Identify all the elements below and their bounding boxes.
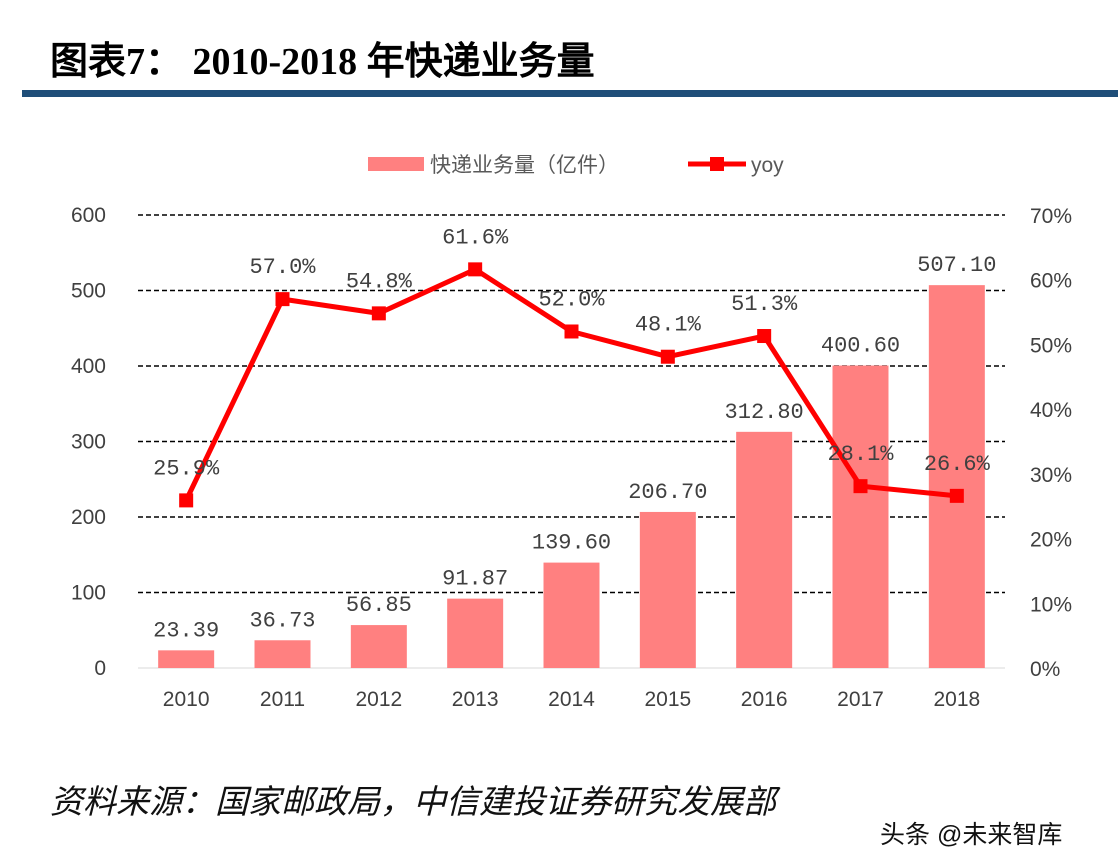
- bar: [928, 285, 985, 668]
- bar: [254, 640, 311, 668]
- yoy-marker: [179, 493, 194, 508]
- left-axis-tick: 400: [71, 355, 106, 378]
- right-axis-tick: 30%: [1030, 464, 1072, 487]
- yoy-marker: [275, 292, 290, 307]
- x-axis-tick: 2017: [837, 688, 884, 711]
- bar: [832, 365, 889, 668]
- yoy-data-label: 25.9%: [153, 456, 220, 481]
- left-axis-tick: 200: [71, 506, 106, 529]
- bar-data-label: 206.70: [628, 480, 707, 505]
- left-axis-tick: 300: [71, 431, 106, 454]
- yoy-marker: [660, 349, 675, 364]
- yoy-marker: [468, 262, 483, 277]
- yoy-data-label: 48.1%: [635, 313, 702, 338]
- legend-bar-swatch: [368, 157, 424, 171]
- bar: [350, 625, 407, 668]
- yoy-data-label: 61.6%: [442, 225, 509, 250]
- bar: [447, 598, 504, 668]
- bar: [639, 511, 696, 668]
- x-axis-tick: 2015: [644, 688, 691, 711]
- bar-data-label: 507.10: [917, 253, 996, 278]
- left-axis-tick: 0: [94, 657, 106, 680]
- yoy-data-label: 57.0%: [249, 255, 316, 280]
- bar: [736, 431, 793, 668]
- x-axis-tick: 2013: [452, 688, 499, 711]
- bar-data-label: 36.73: [249, 608, 315, 633]
- bar-data-label: 312.80: [725, 400, 804, 425]
- yoy-marker: [757, 329, 772, 344]
- x-axis-tick: 2016: [741, 688, 788, 711]
- bar-data-label: 139.60: [532, 531, 611, 556]
- right-axis-tick: 10%: [1030, 593, 1072, 616]
- watermark: 头条 @未来智库: [880, 821, 1063, 849]
- yoy-data-label: 28.1%: [827, 442, 894, 467]
- yoy-data-label: 26.6%: [924, 452, 991, 477]
- left-axis-tick: 600: [71, 204, 106, 227]
- bar-data-label: 400.60: [821, 334, 900, 359]
- legend-bar-label: 快递业务量（亿件）: [430, 154, 619, 177]
- yoy-data-label: 54.8%: [346, 269, 413, 294]
- bar: [158, 650, 215, 668]
- page-title: 图表7： 2010-2018 年快递业务量: [50, 41, 595, 83]
- legend-line-label: yoy: [751, 154, 784, 177]
- right-axis-tick: 70%: [1030, 205, 1072, 228]
- left-axis-tick: 500: [71, 280, 106, 303]
- yoy-marker: [949, 488, 964, 503]
- source-note: 资料来源：国家邮政局，中信建投证券研究发展部: [50, 783, 776, 820]
- bar-data-label: 56.85: [346, 593, 412, 618]
- right-axis-tick: 60%: [1030, 270, 1072, 293]
- title-rule: [22, 90, 1118, 97]
- bar-data-label: 91.87: [442, 567, 508, 592]
- yoy-marker: [371, 306, 386, 321]
- right-axis-tick: 20%: [1030, 529, 1072, 552]
- bar: [543, 562, 600, 668]
- x-axis-tick: 2014: [548, 688, 595, 711]
- x-axis-tick: 2018: [933, 688, 980, 711]
- x-axis-tick: 2012: [355, 688, 402, 711]
- yoy-marker: [853, 479, 868, 494]
- legend-line-marker: [710, 157, 724, 171]
- left-axis-tick: 100: [71, 582, 106, 605]
- yoy-data-label: 51.3%: [731, 292, 798, 317]
- bar-data-label: 23.39: [153, 618, 219, 643]
- yoy-marker: [564, 324, 579, 339]
- right-axis-tick: 40%: [1030, 399, 1072, 422]
- yoy-data-label: 52.0%: [538, 287, 605, 312]
- x-axis-tick: 2011: [260, 688, 305, 711]
- right-axis-tick: 0%: [1030, 658, 1060, 681]
- right-axis-tick: 50%: [1030, 334, 1072, 357]
- x-axis-tick: 2010: [163, 688, 210, 711]
